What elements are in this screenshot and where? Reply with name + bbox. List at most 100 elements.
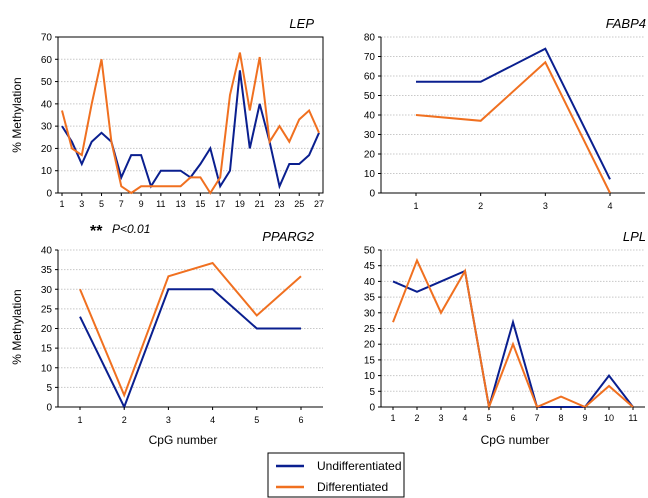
lep-x-tick-label: 23	[274, 199, 284, 209]
fabp4-x-tick-label: 2	[478, 201, 483, 211]
legend-box	[267, 452, 405, 498]
lep-y-axis-label: % Methylation	[10, 77, 24, 152]
legend-label-undifferentiated: Undifferentiated	[317, 459, 402, 473]
lep-x-tick-label: 13	[176, 199, 186, 209]
fabp4-x-tick-label: 4	[607, 201, 612, 211]
lep-series-differentiated	[61, 52, 320, 195]
lpl-x-tick-label: 4	[462, 413, 467, 423]
lep-y-tick-label: 0	[46, 189, 52, 200]
lpl-x-tick-label: 3	[438, 413, 443, 423]
pparg2-title: PPARG2	[262, 229, 315, 244]
lep-y-tick-label: 10	[41, 166, 53, 177]
significance-note: ** P<0.01	[90, 222, 150, 240]
lep-x-tick-label: 1	[59, 199, 64, 209]
lpl-y-tick-label: 20	[364, 340, 376, 351]
lpl-x-axis-label: CpG number	[481, 433, 550, 447]
lpl-y-tick-label: 0	[369, 403, 375, 414]
lpl-x-tick-label: 6	[510, 413, 515, 423]
lpl-y-tick-label: 30	[364, 308, 376, 319]
fabp4-y-tick-label: 50	[364, 91, 376, 102]
lpl-x-tick-label: 7	[534, 413, 539, 423]
lep-x-tick-label: 21	[255, 199, 265, 209]
pparg2-x-tick-label: 5	[254, 415, 259, 425]
lep-x-tick-label: 27	[314, 199, 324, 209]
lep-x-tick-label: 9	[139, 199, 144, 209]
lpl-y-tick-label: 10	[364, 371, 376, 382]
pparg2-y-tick-label: 30	[41, 285, 53, 296]
lpl-x-tick-label: 9	[582, 413, 587, 423]
lep-x-tick-label: 3	[79, 199, 84, 209]
lpl-x-tick-label: 11	[628, 413, 637, 423]
lep-x-tick-label: 19	[235, 199, 245, 209]
lep-y-tick-label: 70	[41, 33, 53, 44]
pparg2-y-tick-label: 0	[46, 403, 52, 414]
lep-y-tick-label: 20	[41, 144, 53, 155]
lep-x-tick-label: 11	[156, 199, 165, 209]
lep-x-tick-label: 7	[119, 199, 124, 209]
lpl-x-tick-label: 8	[558, 413, 563, 423]
pparg2-y-tick-label: 10	[41, 363, 53, 374]
lep-title: LEP	[289, 16, 314, 31]
pparg2-y-tick-label: 5	[46, 383, 52, 394]
lpl-y-tick-label: 25	[364, 324, 376, 335]
fabp4-y-tick-label: 60	[364, 72, 376, 83]
lpl-series-differentiated	[392, 257, 634, 411]
pparg2-x-tick-label: 1	[77, 415, 82, 425]
fabp4-title: FABP4	[606, 16, 646, 31]
fabp4-y-tick-label: 70	[364, 52, 376, 63]
pparg2-y-tick-label: 20	[41, 324, 53, 335]
lep-plot-frame	[57, 36, 324, 194]
lep-y-tick-label: 60	[41, 55, 53, 66]
lep-y-tick-label: 50	[41, 77, 53, 88]
lpl-y-tick-label: 35	[364, 293, 376, 304]
fabp4-y-tick-label: 0	[369, 189, 375, 200]
lep-y-tick-label: 40	[41, 99, 53, 110]
pparg2-y-tick-label: 15	[41, 344, 53, 355]
pparg2-x-tick-label: 6	[298, 415, 303, 425]
lpl-title: LPL	[623, 229, 646, 244]
fabp4-y-tick-label: 40	[364, 111, 376, 122]
fabp4-x-tick-label: 3	[543, 201, 548, 211]
pparg2-y-tick-label: 40	[41, 246, 53, 257]
fabp4-y-tick-label: 80	[364, 33, 376, 44]
pparg2-x-tick-label: 2	[122, 415, 127, 425]
pparg2-y-tick-label: 25	[41, 304, 53, 315]
lep-x-tick-label: 15	[195, 199, 205, 209]
lep-y-tick-label: 30	[41, 122, 53, 133]
lep-x-tick-label: 5	[99, 199, 104, 209]
fabp4-y-tick-label: 30	[364, 130, 376, 141]
pparg2-x-axis-label: CpG number	[149, 433, 218, 447]
legend-label-differentiated: Differentiated	[317, 480, 388, 494]
legend: Undifferentiated Differentiated	[267, 452, 405, 498]
fabp4-series-differentiated	[415, 60, 611, 194]
pparg2-y-axis-label: % Methylation	[10, 289, 24, 364]
fabp4-series-undifferentiated	[416, 47, 611, 180]
lpl-series-undifferentiated	[392, 269, 634, 408]
fabp4-panel: FABP4 0 10 20 30 40 50 60 70 80 1 2 3 4	[364, 16, 646, 211]
lpl-y-tick-label: 40	[364, 277, 376, 288]
pparg2-series-undifferentiated	[79, 288, 301, 410]
lpl-x-tick-label: 5	[486, 413, 491, 423]
fabp4-y-tick-label: 20	[364, 150, 376, 161]
lpl-x-tick-label: 10	[604, 413, 614, 423]
lep-x-tick-label: 17	[215, 199, 225, 209]
pparg2-panel: PPARG2 % Methylation CpG number 05101520…	[10, 229, 323, 447]
fabp4-x-tick-label: 1	[413, 201, 418, 211]
pparg2-y-tick-label: 35	[41, 265, 53, 276]
lpl-y-tick-label: 50	[364, 246, 376, 257]
significance-stars: **	[90, 223, 103, 240]
lpl-x-tick-label: 2	[414, 413, 419, 423]
lpl-y-tick-label: 45	[364, 261, 376, 272]
lpl-x-tick-label: 1	[390, 413, 395, 423]
pparg2-x-tick-label: 3	[166, 415, 171, 425]
significance-p-value: P<0.01	[112, 222, 150, 236]
fabp4-y-tick-label: 10	[364, 169, 376, 180]
pparg2-x-tick-label: 4	[210, 415, 215, 425]
lep-x-tick-label: 25	[294, 199, 304, 209]
lpl-y-tick-label: 5	[369, 387, 375, 398]
pparg2-series-differentiated	[79, 261, 302, 398]
lpl-y-tick-label: 15	[364, 355, 376, 366]
